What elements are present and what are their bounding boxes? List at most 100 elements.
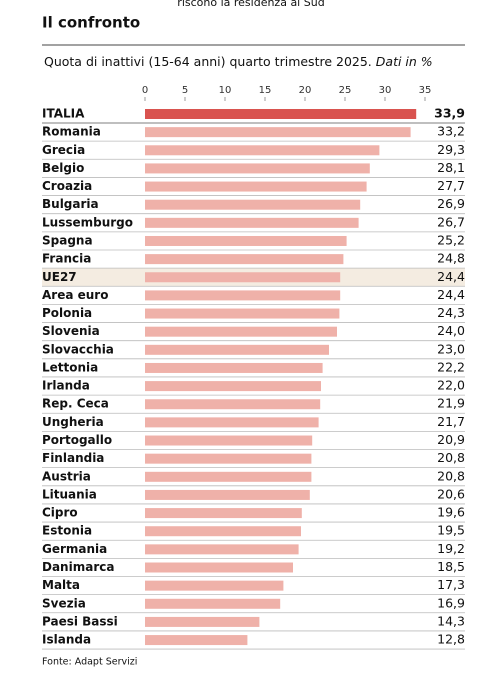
category-label: Danimarca: [42, 560, 114, 574]
value-label: 28,1: [437, 160, 465, 175]
value-label: 18,5: [437, 559, 465, 574]
value-label: 21,7: [437, 414, 465, 429]
category-label: Area euro: [42, 288, 108, 302]
value-label: 29,3: [437, 142, 465, 157]
x-tick-label: 0: [142, 85, 148, 96]
subtitle-text: Quota di inattivi (15-64 anni) quarto tr…: [44, 54, 372, 69]
category-label: Polonia: [42, 306, 92, 320]
bar: [145, 254, 344, 265]
category-label: Austria: [42, 469, 91, 483]
bar: [145, 635, 248, 646]
value-label: 21,9: [437, 396, 465, 411]
bar: [145, 199, 361, 210]
bar: [145, 109, 417, 119]
value-label: 20,8: [437, 468, 465, 483]
bar: [145, 616, 260, 627]
category-label: Malta: [42, 578, 80, 592]
category-label: Svezia: [42, 596, 86, 610]
category-label: Islanda: [42, 633, 91, 647]
value-label: 14,3: [437, 613, 465, 628]
bar: [145, 235, 347, 246]
value-label: 23,0: [437, 341, 465, 356]
value-label: 24,8: [437, 251, 465, 266]
category-label: Irlanda: [42, 379, 90, 393]
bar: [145, 272, 341, 283]
bar: [145, 526, 301, 537]
bar: [145, 127, 411, 138]
category-label: Croazia: [42, 179, 92, 193]
x-tick-label: 30: [379, 85, 392, 96]
category-label: Slovacchia: [42, 342, 114, 356]
category-label: Portogallo: [42, 433, 112, 447]
category-label: Bulgaria: [42, 197, 99, 211]
bar: [145, 399, 321, 410]
bar: [145, 344, 329, 355]
category-label: Paesi Bassi: [42, 614, 118, 628]
value-label: 22,2: [437, 359, 465, 374]
category-label: ITALIA: [42, 107, 85, 121]
category-label: Germania: [42, 542, 107, 556]
source: Fonte: Adapt Servizi: [42, 657, 137, 668]
bar: [145, 580, 284, 591]
value-label: 33,9: [434, 106, 465, 121]
bar: [145, 544, 299, 555]
cropped-caption: riscono la residenza al Sud: [177, 0, 324, 9]
value-label: 20,8: [437, 450, 465, 465]
category-label: Estonia: [42, 524, 92, 538]
category-label: Grecia: [42, 143, 85, 157]
category-label: Cipro: [42, 506, 78, 520]
value-label: 19,5: [437, 523, 465, 538]
bar: [145, 308, 340, 319]
category-label: Ungheria: [42, 415, 104, 429]
value-label: 19,2: [437, 541, 465, 556]
bar: [145, 163, 370, 174]
value-label: 22,0: [437, 378, 465, 393]
x-tick-label: 25: [339, 85, 352, 96]
x-tick-label: 5: [182, 85, 188, 96]
subtitle-note: Dati in %: [376, 54, 433, 69]
bar: [145, 181, 367, 192]
bar: [145, 598, 281, 609]
x-tick-label: 10: [219, 85, 232, 96]
value-label: 25,2: [437, 232, 465, 247]
category-label: Lussemburgo: [42, 215, 133, 229]
bar: [145, 362, 323, 373]
bar: [145, 217, 359, 228]
category-label: Romania: [42, 125, 101, 139]
category-label: Spagna: [42, 233, 93, 247]
category-label: Lettonia: [42, 360, 98, 374]
value-label: 16,9: [437, 595, 465, 610]
value-label: 17,3: [437, 577, 465, 592]
category-label: Francia: [42, 252, 91, 266]
bar: [145, 145, 380, 156]
bar: [145, 489, 310, 500]
bar: [145, 381, 321, 392]
bar: [145, 290, 341, 301]
category-label: Lituania: [42, 487, 97, 501]
x-tick-label: 15: [259, 85, 272, 96]
value-label: 33,2: [437, 124, 465, 139]
value-label: 19,6: [437, 505, 465, 520]
value-label: 24,3: [437, 305, 465, 320]
chart-subtitle: Quota di inattivi (15-64 anni) quarto tr…: [44, 54, 433, 69]
bar: [145, 326, 337, 337]
category-label: UE27: [42, 270, 77, 284]
category-label: Rep. Ceca: [42, 397, 109, 411]
value-label: 27,7: [437, 178, 465, 193]
bar: [145, 417, 319, 428]
x-tick-label: 20: [299, 85, 312, 96]
bar: [145, 562, 293, 573]
value-label: 26,7: [437, 214, 465, 229]
value-label: 26,9: [437, 196, 465, 211]
bar: [145, 435, 313, 446]
category-label: Slovenia: [42, 324, 100, 338]
value-label: 24,4: [437, 287, 465, 302]
bar: [145, 453, 312, 464]
category-label: Belgio: [42, 161, 84, 175]
value-label: 20,6: [437, 486, 465, 501]
x-tick-label: 35: [419, 85, 432, 96]
value-label: 24,4: [437, 269, 465, 284]
category-label: Finlandia: [42, 451, 104, 465]
value-label: 12,8: [437, 632, 465, 647]
